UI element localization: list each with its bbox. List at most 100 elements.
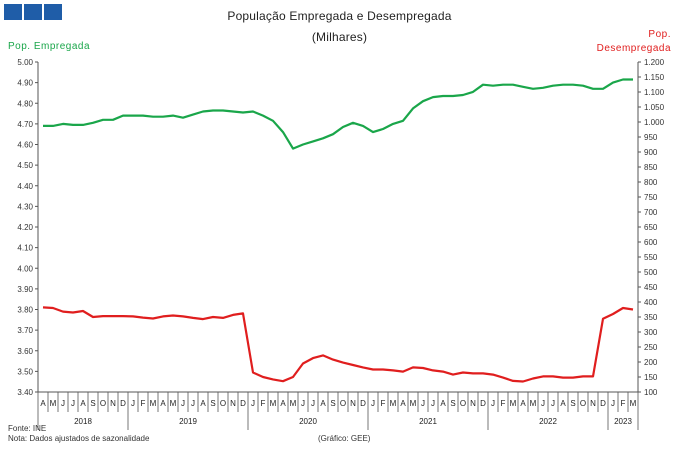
month-label: D [600, 399, 606, 408]
month-label: J [551, 399, 555, 408]
left-tick-label: 3.90 [17, 285, 33, 294]
right-tick-label: 350 [644, 313, 658, 322]
month-label: J [181, 399, 185, 408]
left-tick-label: 3.40 [17, 388, 33, 397]
left-tick-label: 4.90 [17, 79, 33, 88]
month-label: M [530, 399, 537, 408]
month-label: M [510, 399, 517, 408]
year-label: 2018 [74, 417, 92, 426]
month-label: A [320, 399, 326, 408]
month-label: A [200, 399, 206, 408]
month-label: S [210, 399, 215, 408]
left-tick-label: 4.60 [17, 141, 33, 150]
month-label: F [141, 399, 146, 408]
month-label: M [270, 399, 277, 408]
unemployed-series-line [42, 306, 634, 383]
right-axis-label-line2: Desempregada [596, 43, 671, 54]
right-tick-label: 1.100 [644, 88, 665, 97]
month-label: D [360, 399, 366, 408]
right-tick-label: 650 [644, 223, 658, 232]
gee-logo [4, 4, 63, 20]
month-label: N [110, 399, 116, 408]
month-label: J [191, 399, 195, 408]
left-tick-label: 4.40 [17, 182, 33, 191]
chart-subtitle: (Milhares) [311, 30, 368, 44]
month-label: J [431, 399, 435, 408]
right-tick-label: 100 [644, 388, 658, 397]
left-tick-label: 3.80 [17, 306, 33, 315]
right-tick-label: 750 [644, 193, 658, 202]
year-label: 2022 [539, 417, 557, 426]
month-label: O [220, 399, 226, 408]
month-label: N [590, 399, 596, 408]
month-label: J [491, 399, 495, 408]
right-axis-label-line1: Pop. [648, 29, 671, 40]
month-label: A [400, 399, 406, 408]
month-label: J [301, 399, 305, 408]
month-label: M [170, 399, 177, 408]
left-tick-label: 5.00 [17, 58, 33, 67]
month-label: A [440, 399, 446, 408]
left-tick-label: 4.80 [17, 99, 33, 108]
month-label: S [570, 399, 575, 408]
month-label: A [80, 399, 86, 408]
month-label: M [50, 399, 57, 408]
month-label: M [630, 399, 637, 408]
left-tick-label: 4.00 [17, 264, 33, 273]
month-label: O [100, 399, 106, 408]
right-tick-label: 250 [644, 343, 658, 352]
right-tick-label: 550 [644, 253, 658, 262]
right-tick-label: 150 [644, 373, 658, 382]
month-label: N [230, 399, 236, 408]
month-label: J [611, 399, 615, 408]
month-label: J [541, 399, 545, 408]
left-tick-label: 4.10 [17, 244, 33, 253]
right-tick-label: 1.050 [644, 103, 665, 112]
month-label: S [450, 399, 455, 408]
right-tick-label: 600 [644, 238, 658, 247]
year-label: 2020 [299, 417, 317, 426]
month-label: D [240, 399, 246, 408]
left-tick-label: 3.70 [17, 326, 33, 335]
left-tick-label: 4.20 [17, 223, 33, 232]
left-tick-label: 4.30 [17, 202, 33, 211]
right-axis-label: Pop. Desempregada [597, 28, 671, 56]
month-label: F [261, 399, 266, 408]
month-label: J [131, 399, 135, 408]
employed-series-line [43, 78, 633, 150]
right-tick-label: 200 [644, 358, 658, 367]
month-label: O [580, 399, 586, 408]
right-tick-label: 500 [644, 268, 658, 277]
left-axis-label: Pop. Empregada [8, 41, 91, 52]
month-label: J [421, 399, 425, 408]
right-tick-label: 1.000 [644, 118, 665, 127]
right-tick-label: 400 [644, 298, 658, 307]
year-label: 2021 [419, 417, 437, 426]
month-label: J [371, 399, 375, 408]
month-label: S [330, 399, 335, 408]
right-tick-label: 1.200 [644, 58, 665, 67]
month-label: D [480, 399, 486, 408]
chart-title: População Empregada e Desempregada [227, 9, 452, 23]
source-note: Fonte: INE [8, 424, 47, 433]
month-label: O [460, 399, 466, 408]
month-label: A [40, 399, 46, 408]
chart-credit: (Gráfico: GEE) [318, 434, 371, 443]
month-label: M [150, 399, 157, 408]
right-tick-label: 450 [644, 283, 658, 292]
year-label: 2023 [614, 417, 632, 426]
right-tick-label: 1.150 [644, 73, 665, 82]
month-label: S [90, 399, 95, 408]
left-tick-label: 3.60 [17, 347, 33, 356]
month-label: M [410, 399, 417, 408]
month-label: A [560, 399, 566, 408]
left-tick-label: 4.70 [17, 120, 33, 129]
right-tick-label: 950 [644, 133, 658, 142]
left-tick-label: 4.50 [17, 161, 33, 170]
year-label: 2019 [179, 417, 197, 426]
right-tick-label: 850 [644, 163, 658, 172]
month-label: M [290, 399, 297, 408]
right-tick-label: 300 [644, 328, 658, 337]
month-label: F [381, 399, 386, 408]
